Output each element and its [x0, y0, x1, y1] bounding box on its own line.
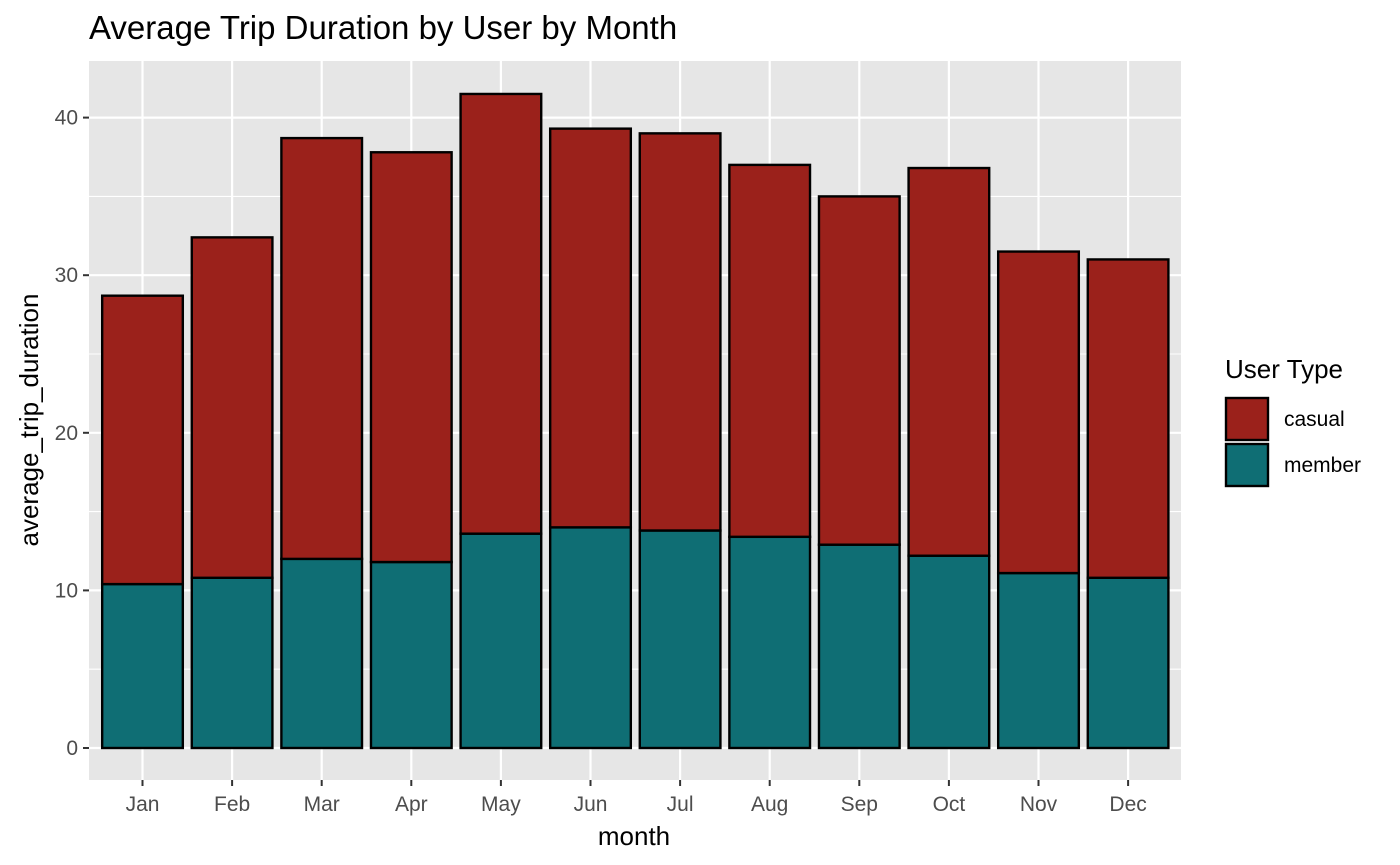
- bar-casual-feb: [190, 236, 274, 579]
- bar-member-sep: [817, 543, 901, 750]
- bar-casual-aug: [728, 163, 812, 539]
- bar-member-feb: [190, 576, 274, 750]
- x-tick-label-jul: Jul: [667, 793, 694, 816]
- legend-key-casual: [1224, 396, 1270, 442]
- x-tick-label-aug: Aug: [751, 793, 788, 816]
- bar-member-jul: [638, 529, 722, 750]
- legend-label-casual: casual: [1284, 408, 1345, 431]
- bar-member-mar: [280, 557, 364, 750]
- y-tick-label: 40: [55, 107, 78, 130]
- bar-member-oct: [907, 554, 991, 750]
- legend-key-member: [1224, 442, 1270, 488]
- bar-casual-sep: [817, 195, 901, 546]
- y-axis: 0 10 20 30 40: [55, 107, 89, 760]
- bar-member-jan: [100, 582, 185, 750]
- bar-casual-mar: [280, 136, 364, 561]
- bar-member-dec: [1086, 576, 1170, 750]
- x-tick-label-nov: Nov: [1020, 793, 1058, 816]
- x-tick-label-dec: Dec: [1109, 793, 1146, 816]
- x-tick-label-oct: Oct: [933, 793, 966, 816]
- bar-member-jun: [548, 526, 633, 750]
- y-tick-label: 0: [66, 737, 78, 760]
- y-tick-label: 20: [55, 422, 78, 445]
- x-tick-label-jan: Jan: [126, 793, 160, 816]
- bar-casual-dec: [1086, 258, 1170, 579]
- x-axis-title: month: [598, 821, 670, 851]
- bar-casual-nov: [996, 250, 1081, 575]
- bar-casual-jan: [100, 294, 185, 586]
- x-tick-label-sep: Sep: [841, 793, 878, 816]
- bar-casual-jul: [638, 132, 722, 532]
- bar-member-nov: [996, 571, 1081, 750]
- legend-title: User Type: [1225, 354, 1343, 384]
- x-axis: Jan Feb Mar Apr May Jun Jul Aug Sep Oct Nov Dec: [126, 780, 1147, 816]
- bar-casual-oct: [907, 166, 991, 557]
- legend: User Type casual member: [1224, 354, 1361, 488]
- legend-label-member: member: [1284, 454, 1361, 477]
- x-tick-label-apr: Apr: [395, 793, 428, 816]
- x-tick-label-feb: Feb: [214, 793, 250, 816]
- bar-member-apr: [369, 560, 453, 750]
- x-tick-label-mar: Mar: [304, 793, 340, 816]
- bars: [100, 92, 1170, 750]
- chart-title: Average Trip Duration by User by Month: [89, 9, 677, 46]
- x-tick-label-may: May: [481, 793, 521, 816]
- bar-casual-jun: [548, 127, 633, 529]
- bar-member-may: [459, 532, 543, 750]
- x-tick-label-jun: Jun: [574, 793, 608, 816]
- y-tick-label: 10: [55, 579, 78, 602]
- y-tick-label: 30: [55, 264, 78, 287]
- bar-casual-may: [459, 92, 543, 535]
- y-axis-title: average_trip_duration: [14, 294, 44, 547]
- bar-member-aug: [728, 535, 812, 750]
- bar-casual-apr: [369, 151, 453, 564]
